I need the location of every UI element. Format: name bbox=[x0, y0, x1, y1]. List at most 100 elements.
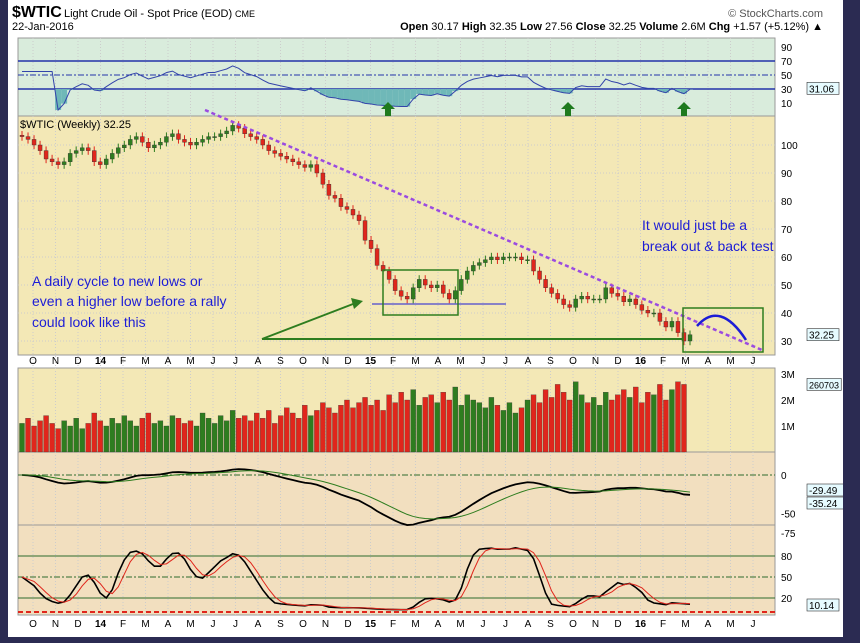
candle-body bbox=[200, 139, 205, 143]
x-tick-label: A bbox=[705, 619, 712, 630]
candle-body bbox=[459, 279, 464, 291]
candle-body bbox=[158, 141, 163, 146]
candle bbox=[188, 138, 193, 150]
candle bbox=[272, 146, 277, 158]
x-tick-label: O bbox=[569, 619, 577, 630]
volume-bar bbox=[518, 407, 525, 453]
volume-bar bbox=[482, 407, 489, 453]
price-tick-label: 80 bbox=[781, 197, 793, 208]
candle bbox=[398, 286, 404, 301]
candle bbox=[194, 138, 199, 150]
candle bbox=[435, 280, 440, 292]
pointer-line bbox=[261, 303, 354, 340]
x-tick-label: 16 bbox=[635, 356, 647, 367]
candle-body bbox=[260, 139, 265, 146]
candle-body bbox=[37, 144, 43, 151]
chart-svg: $WTIC Light Crude Oil - Spot Price (EOD)… bbox=[12, 4, 845, 630]
candle-body bbox=[609, 287, 614, 294]
x-tick-label: M bbox=[141, 356, 149, 367]
volume-bar bbox=[500, 410, 507, 453]
x-tick-label: A bbox=[165, 619, 172, 630]
candle bbox=[230, 121, 235, 136]
candle-body bbox=[49, 158, 55, 162]
candle-body bbox=[507, 256, 512, 259]
candle bbox=[627, 294, 633, 306]
volume-bar bbox=[356, 402, 362, 453]
candle bbox=[603, 283, 608, 304]
annotation-right-2: break out & back test bbox=[642, 238, 774, 254]
candle bbox=[31, 135, 37, 150]
candle bbox=[621, 292, 627, 306]
candle-body bbox=[332, 195, 338, 199]
macd-last-value-text: -35.24 bbox=[809, 499, 838, 510]
annotation-left-3: could look like this bbox=[32, 314, 146, 330]
candle bbox=[429, 280, 434, 292]
candle-body bbox=[657, 312, 663, 322]
instrument-name: Light Crude Oil - Spot Price (EOD) bbox=[64, 8, 232, 20]
candle-body bbox=[675, 321, 681, 333]
candle bbox=[248, 129, 253, 141]
candle bbox=[416, 275, 422, 292]
candle-body bbox=[573, 298, 578, 308]
candle-body bbox=[429, 284, 434, 288]
candle-body bbox=[25, 136, 31, 140]
annotation-right-1: It would just be a bbox=[642, 217, 747, 233]
volume-bar bbox=[470, 399, 477, 453]
candle-body bbox=[374, 248, 380, 266]
x-tick-label: J bbox=[233, 356, 238, 367]
candle bbox=[579, 292, 584, 304]
macd-line bbox=[21, 468, 691, 526]
candle bbox=[128, 135, 133, 150]
volume-bar bbox=[43, 415, 49, 453]
candle-body bbox=[441, 284, 446, 294]
volume-last-value-box bbox=[806, 378, 842, 391]
candle bbox=[471, 261, 476, 276]
candle bbox=[441, 280, 446, 298]
annotations: A daily cycle to new lows or even a high… bbox=[32, 108, 774, 353]
x-tick-label: F bbox=[120, 356, 126, 367]
candle-body bbox=[627, 298, 633, 302]
volume-bar bbox=[609, 399, 615, 453]
annotation-left-1: A daily cycle to new lows or bbox=[32, 273, 203, 289]
volume-bar bbox=[169, 415, 176, 453]
candle-body bbox=[567, 304, 572, 308]
volume-bar bbox=[651, 394, 657, 453]
stoch-d-line bbox=[21, 548, 691, 611]
x-tick-label: S bbox=[547, 619, 554, 630]
candle-body bbox=[170, 133, 175, 137]
volume-bar bbox=[223, 420, 230, 453]
rsi-last-value-box bbox=[806, 82, 840, 95]
volume-bar bbox=[260, 418, 266, 453]
x-tick-label: J bbox=[481, 356, 486, 367]
x-tick-label: M bbox=[411, 356, 419, 367]
candle-body bbox=[302, 164, 308, 168]
candle bbox=[639, 300, 645, 315]
x-tick-label: A bbox=[525, 356, 532, 367]
price-tick-label: 100 bbox=[781, 141, 798, 152]
volume-bar bbox=[524, 399, 531, 453]
stoch-last-value: 10.14 bbox=[806, 598, 840, 612]
volume-bar bbox=[61, 420, 67, 453]
x-tick-label: N bbox=[52, 619, 59, 630]
candle bbox=[573, 294, 578, 312]
volume-bar bbox=[85, 423, 91, 453]
x-tick-label: O bbox=[29, 356, 37, 367]
candle bbox=[585, 292, 590, 304]
x-tick-label: F bbox=[390, 619, 396, 630]
volume-bar bbox=[440, 392, 446, 453]
x-tick-label: S bbox=[277, 356, 284, 367]
volume-bar bbox=[386, 394, 392, 453]
price-panel-title: $WTIC (Weekly) 32.25 bbox=[20, 119, 131, 131]
volume-bar bbox=[31, 425, 37, 453]
volume-bar bbox=[193, 425, 200, 453]
candle bbox=[212, 132, 217, 141]
chart-window: $WTIC Light Crude Oil - Spot Price (EOD)… bbox=[8, 0, 845, 637]
volume-bar bbox=[404, 399, 410, 453]
green-up-arrow-icon bbox=[561, 102, 575, 116]
x-tick-label: A bbox=[705, 356, 712, 367]
candle-body bbox=[31, 139, 37, 146]
candle-body bbox=[296, 161, 302, 165]
candle bbox=[447, 289, 452, 304]
volume-bar bbox=[103, 425, 109, 453]
volume-bar bbox=[133, 425, 139, 453]
